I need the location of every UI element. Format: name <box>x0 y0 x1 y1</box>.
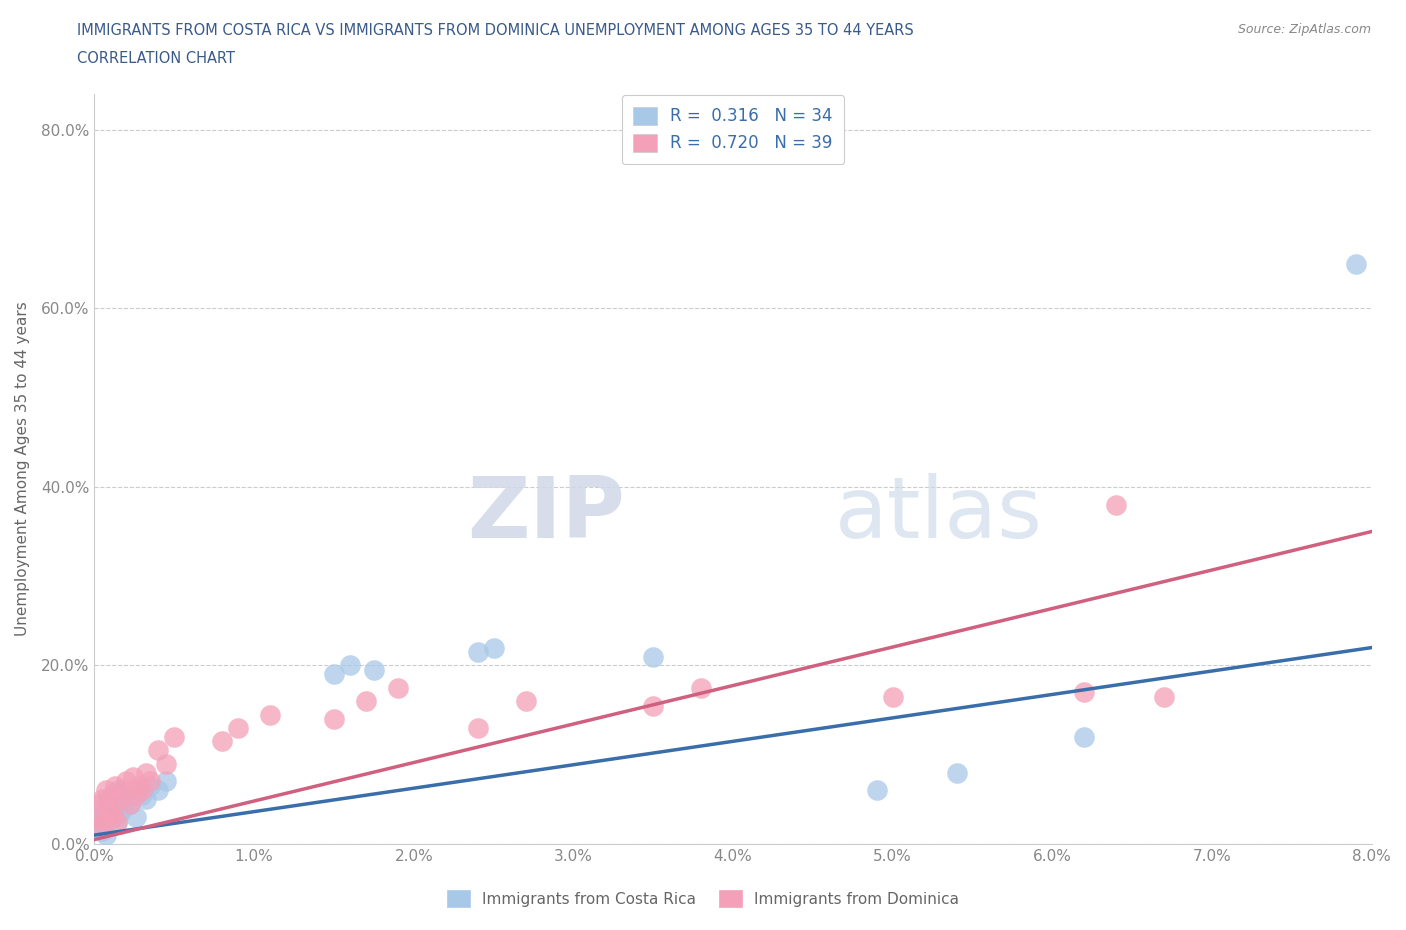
Point <box>131 788 153 803</box>
Point <box>323 667 346 682</box>
Point <box>482 640 505 655</box>
Point <box>118 796 141 811</box>
Point <box>467 721 489 736</box>
Point <box>866 783 889 798</box>
Point <box>945 765 967 780</box>
Point <box>1344 257 1367 272</box>
Point <box>1073 684 1095 699</box>
Point <box>100 805 122 820</box>
Point <box>112 783 135 798</box>
Point <box>107 783 129 798</box>
Point <box>94 783 117 798</box>
Point <box>339 658 361 673</box>
Point <box>89 815 111 830</box>
Point <box>148 743 170 758</box>
Point <box>1073 729 1095 744</box>
Point <box>89 796 111 811</box>
Text: CORRELATION CHART: CORRELATION CHART <box>77 51 235 66</box>
Point <box>882 689 904 704</box>
Point <box>131 783 153 798</box>
Point <box>86 810 108 825</box>
Legend: R =  0.316   N = 34, R =  0.720   N = 39: R = 0.316 N = 34, R = 0.720 N = 39 <box>621 95 844 164</box>
Point <box>93 815 115 830</box>
Point <box>139 774 162 789</box>
Point <box>155 756 177 771</box>
Point <box>226 721 249 736</box>
Point <box>108 792 131 807</box>
Point <box>259 707 281 722</box>
Point <box>1153 689 1175 704</box>
Point <box>139 778 162 793</box>
Text: Source: ZipAtlas.com: Source: ZipAtlas.com <box>1237 23 1371 36</box>
Legend: Immigrants from Costa Rica, Immigrants from Dominica: Immigrants from Costa Rica, Immigrants f… <box>441 884 965 913</box>
Point <box>124 788 146 803</box>
Point <box>354 694 377 709</box>
Text: ZIP: ZIP <box>467 472 624 555</box>
Point <box>112 801 135 816</box>
Point <box>125 810 148 825</box>
Point <box>100 796 122 811</box>
Point <box>211 734 233 749</box>
Point <box>103 810 125 825</box>
Point <box>163 729 186 744</box>
Point <box>121 770 143 785</box>
Point <box>90 818 112 833</box>
Point <box>115 792 138 807</box>
Text: IMMIGRANTS FROM COSTA RICA VS IMMIGRANTS FROM DOMINICA UNEMPLOYMENT AMONG AGES 3: IMMIGRANTS FROM COSTA RICA VS IMMIGRANTS… <box>77 23 914 38</box>
Point <box>103 810 125 825</box>
Point <box>104 778 127 793</box>
Point <box>643 649 665 664</box>
Point <box>93 801 115 816</box>
Point <box>91 792 114 807</box>
Point <box>90 810 112 825</box>
Point <box>643 698 665 713</box>
Point <box>115 774 138 789</box>
Text: atlas: atlas <box>835 472 1043 555</box>
Point <box>94 828 117 843</box>
Point <box>387 681 409 696</box>
Point <box>101 788 124 803</box>
Point <box>323 711 346 726</box>
Point <box>515 694 537 709</box>
Point <box>128 778 150 793</box>
Point <box>108 805 131 820</box>
Point <box>91 823 114 838</box>
Point <box>363 662 385 677</box>
Point <box>148 783 170 798</box>
Point <box>96 792 118 807</box>
Point <box>86 818 108 833</box>
Point <box>155 774 177 789</box>
Point <box>105 815 128 830</box>
Point <box>135 792 157 807</box>
Point <box>128 783 150 798</box>
Point <box>467 644 489 659</box>
Point <box>104 788 127 803</box>
Point <box>125 788 148 803</box>
Point <box>690 681 713 696</box>
Point <box>97 801 120 816</box>
Y-axis label: Unemployment Among Ages 35 to 44 years: Unemployment Among Ages 35 to 44 years <box>15 301 30 636</box>
Point <box>135 765 157 780</box>
Point <box>1105 498 1128 512</box>
Point <box>105 815 128 830</box>
Point <box>118 796 141 811</box>
